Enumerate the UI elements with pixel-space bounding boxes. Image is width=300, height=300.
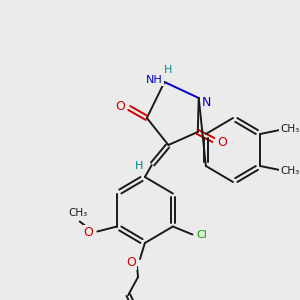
Text: H: H — [135, 161, 143, 171]
Text: CH₃: CH₃ — [68, 208, 87, 218]
Text: O: O — [126, 256, 136, 269]
Text: Cl: Cl — [197, 230, 208, 241]
Text: CH₃: CH₃ — [280, 124, 299, 134]
Text: H: H — [164, 65, 172, 75]
Text: O: O — [84, 226, 94, 239]
Text: NH: NH — [146, 75, 163, 85]
Text: N: N — [202, 97, 211, 110]
Text: CH₃: CH₃ — [280, 166, 299, 176]
Text: O: O — [217, 136, 227, 148]
Text: O: O — [116, 100, 125, 112]
